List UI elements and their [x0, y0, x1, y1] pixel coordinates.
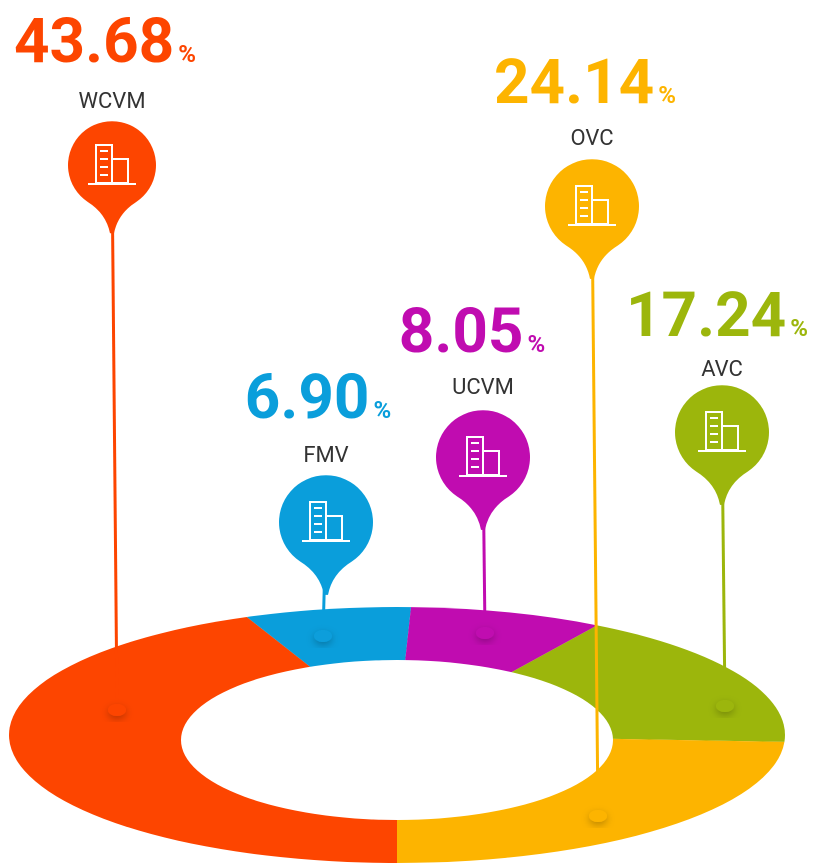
value-label: 17.24%: [626, 279, 808, 352]
donut-hole: [181, 660, 613, 820]
category-label: AVC: [701, 357, 743, 382]
building-icon: [302, 501, 350, 542]
category-label: WCVM: [78, 89, 145, 114]
value-label: 6.90%: [245, 361, 391, 434]
value-unit: %: [790, 314, 808, 342]
pin-dot: [589, 810, 607, 822]
building-icon: [698, 411, 746, 452]
value-number: 43.68: [14, 5, 174, 78]
value-label: 43.68%: [14, 5, 196, 78]
category-label: UCVM: [452, 375, 514, 400]
pin-dot: [108, 704, 126, 716]
category-label: FMV: [303, 443, 348, 468]
pin: [435, 410, 530, 639]
pin-dot: [314, 630, 332, 642]
building-icon: [88, 144, 136, 185]
value-label: 24.14%: [494, 46, 676, 119]
category-label: OVC: [570, 126, 613, 151]
value-unit: %: [178, 40, 196, 68]
pin-stem: [110, 164, 119, 711]
value-unit: %: [527, 330, 545, 358]
value-number: 24.14: [494, 46, 654, 119]
pin: [67, 121, 156, 716]
value-number: 6.90: [245, 361, 370, 434]
pin: [545, 159, 639, 822]
value-label: 8.05%: [399, 295, 545, 368]
pin-stem: [590, 205, 600, 817]
pins: 43.68 % WCVM 6.90 % FMV 8.05 % UCVM 17.24 % AVC 24.1…: [14, 5, 808, 822]
value-unit: %: [373, 396, 391, 424]
value-unit: %: [658, 81, 676, 109]
pin: [675, 385, 769, 712]
building-icon: [459, 436, 507, 477]
pin: [278, 475, 373, 642]
value-number: 17.24: [626, 279, 786, 352]
pin-dot: [716, 700, 734, 712]
value-number: 8.05: [399, 295, 524, 368]
building-icon: [568, 185, 616, 226]
pin-dot: [476, 627, 494, 639]
